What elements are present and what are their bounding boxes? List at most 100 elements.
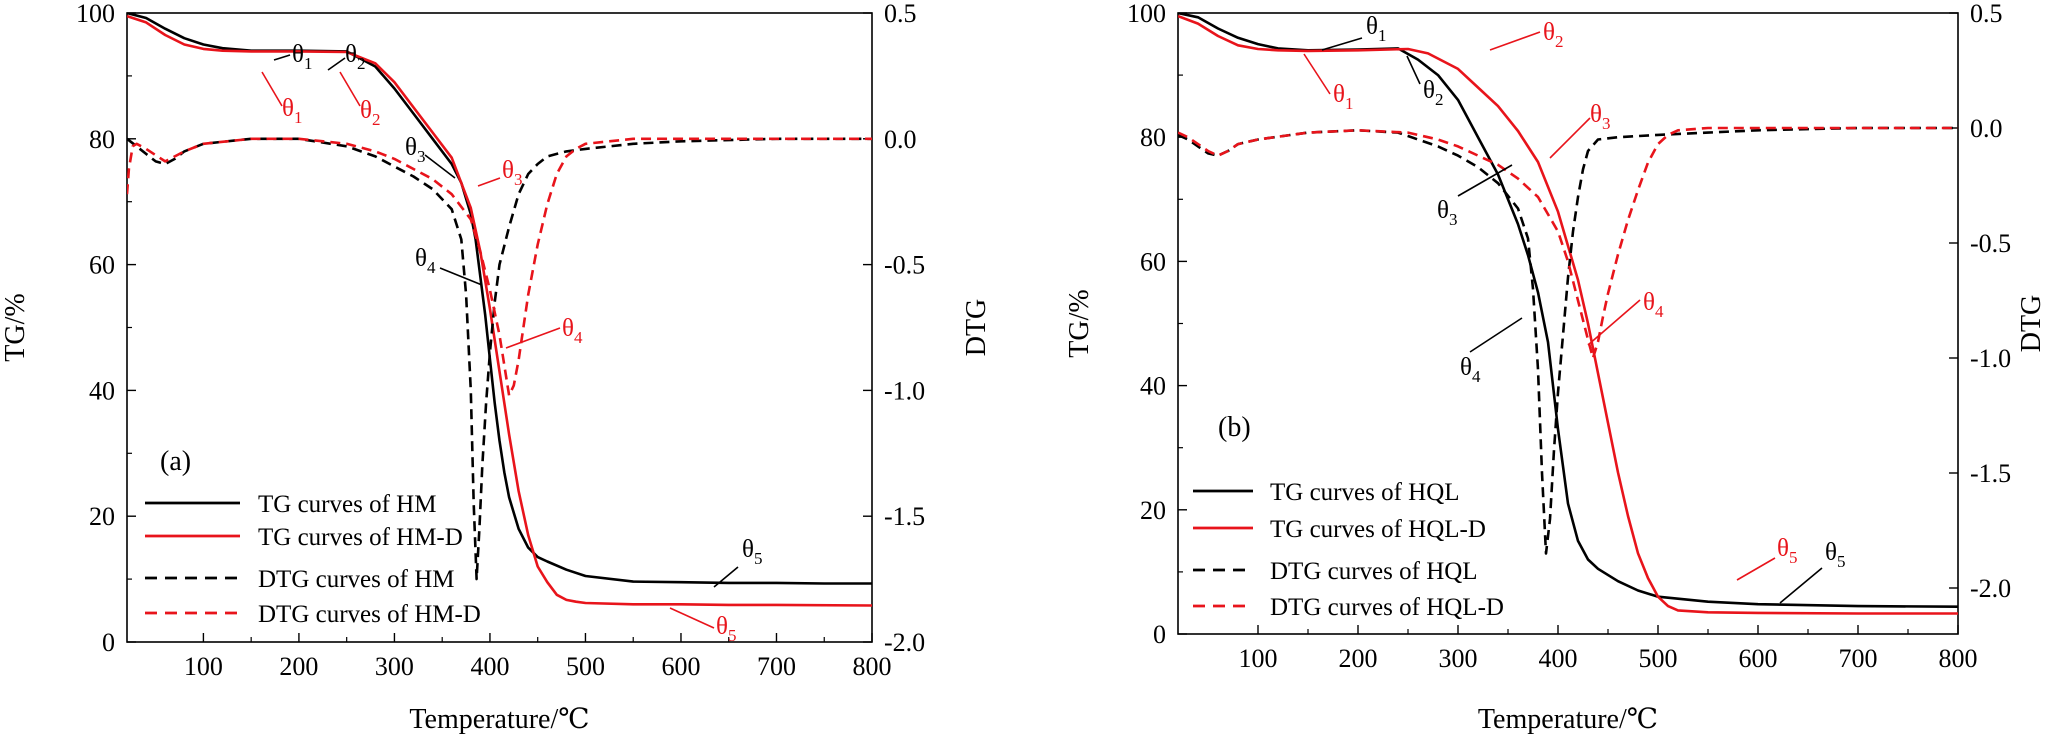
x-tick-label: 200 [1339,644,1378,673]
annotation-subscript: 5 [1837,552,1846,571]
series-line-tg-curves-of-hm [127,13,872,585]
annotation-leader [1469,317,1523,353]
annotation-subscript: 4 [574,328,583,347]
annotation-subscript: 2 [1555,32,1564,51]
annotation-base: θ [1460,354,1472,381]
legend-label: TG curves of HQL-D [1270,516,1486,543]
annotation-leader [1736,557,1776,581]
annotation-label: θ3 [502,157,522,189]
x-tick-label: 400 [470,652,509,681]
annotation-subscript: 1 [294,108,303,127]
x-tick-label: 700 [1839,644,1878,673]
y-axis-title: TG/% [1064,289,1095,357]
y-tick-label: 20 [1140,496,1166,525]
annotation-base: θ [292,41,304,68]
annotation-subscript: 2 [357,54,366,73]
annotation-subscript: 2 [1435,90,1444,109]
legend-label: DTG curves of HM-D [258,601,481,628]
legend-label: TG curves of HM-D [258,524,463,551]
series-line-dtg-curves-of-hm [127,137,872,581]
annotation-label: θ1 [292,41,312,73]
y2-tick-label: -1.5 [1970,459,2011,488]
annotation-label: θ3 [405,134,425,166]
annotation-base: θ [405,134,417,161]
y2-tick-label: -2.0 [1970,574,2011,603]
x-tick-label: 400 [1539,644,1578,673]
annotation-leader [713,566,739,588]
annotation-base: θ [1437,197,1449,224]
x-tick-label: 700 [757,652,796,681]
y2-tick-label: -2.0 [884,628,925,657]
annotation-subscript: 4 [1472,367,1481,386]
annotation-base: θ [1333,81,1345,108]
y-tick-label: 0 [1153,620,1166,649]
annotation-leader [1406,55,1421,85]
x-tick-label: 100 [1239,644,1278,673]
annotation-label: θ3 [1590,101,1610,133]
plot-frame [126,12,873,643]
annotation-base: θ [562,315,574,342]
annotation-base: θ [716,613,728,640]
annotation-subscript: 1 [1345,94,1354,113]
x-tick-label: 100 [184,652,223,681]
x-tick-label: 600 [661,652,700,681]
annotation-leader [327,57,346,71]
annotation-subscript: 2 [372,110,381,129]
y2-axis-title: DTG [961,299,992,357]
legend-label: DTG curves of HQL [1270,558,1478,585]
series-line-tg-curves-of-hql [1178,13,1958,608]
annotation-label: θ1 [282,95,302,127]
y-tick-label: 100 [1127,0,1166,28]
annotation-label: θ1 [1333,81,1353,113]
annotation-label: θ5 [716,613,736,645]
annotation-subscript: 3 [514,170,523,189]
y2-axis-title: DTG [2016,295,2047,353]
annotation-label: θ2 [1543,19,1563,51]
series-line-dtg-curves-of-hql-d [1178,126,1958,360]
y2-tick-label: 0.5 [1970,0,2003,28]
x-tick-label: 800 [853,652,892,681]
annotation-leader [1489,31,1541,51]
annotation-leader [424,154,456,179]
annotation-leader [669,607,715,629]
annotation-subscript: 3 [1602,114,1611,133]
annotation-label: θ5 [1825,539,1845,571]
annotation-label: θ3 [1437,197,1457,229]
series-line-tg-curves-of-hm-d [127,14,872,607]
series-group [1178,13,1958,615]
panel-letter: (b) [1218,412,1251,443]
y-tick-label: 60 [89,251,115,280]
panel-letter: (a) [160,446,191,477]
series-group [127,13,872,607]
annotation-leader [1549,117,1591,159]
y2-tick-label: 0.0 [1970,114,2003,143]
annotation-subscript: 5 [728,626,737,645]
annotation-subscript: 3 [417,147,426,166]
x-axis-title: Temperature/℃ [1478,704,1658,735]
annotation-base: θ [1366,13,1378,40]
y2-tick-label: -0.5 [884,251,925,280]
x-tick-label: 500 [1639,644,1678,673]
annotation-base: θ [282,95,294,122]
annotation-label: θ1 [1366,13,1386,45]
annotation-subscript: 4 [427,258,436,277]
annotation-leader [1779,567,1823,604]
annotation-base: θ [502,157,514,184]
x-axis-title: Temperature/℃ [409,704,589,735]
y2-tick-label: -1.0 [884,376,925,405]
legend-label: TG curves of HM [258,491,436,518]
annotation-leader [1321,37,1363,51]
annotation-leader [1303,53,1331,95]
annotation-base: θ [1543,19,1555,46]
annotation-subscript: 1 [304,54,313,73]
annotation-label: θ5 [742,536,762,568]
annotation-label: θ4 [415,245,436,277]
annotation-label: θ4 [562,315,583,347]
y-tick-label: 20 [89,502,115,531]
y2-tick-label: -1.5 [884,502,925,531]
annotation-label: θ5 [1777,535,1797,567]
annotation-subscript: 3 [1449,210,1458,229]
panel-a: 100 200 300 400 500 600 700 800 0 20 40 60 80 100 0.5 0… [0,0,992,735]
y-tick-label: 80 [89,125,115,154]
annotation-subscript: 5 [1789,548,1798,567]
